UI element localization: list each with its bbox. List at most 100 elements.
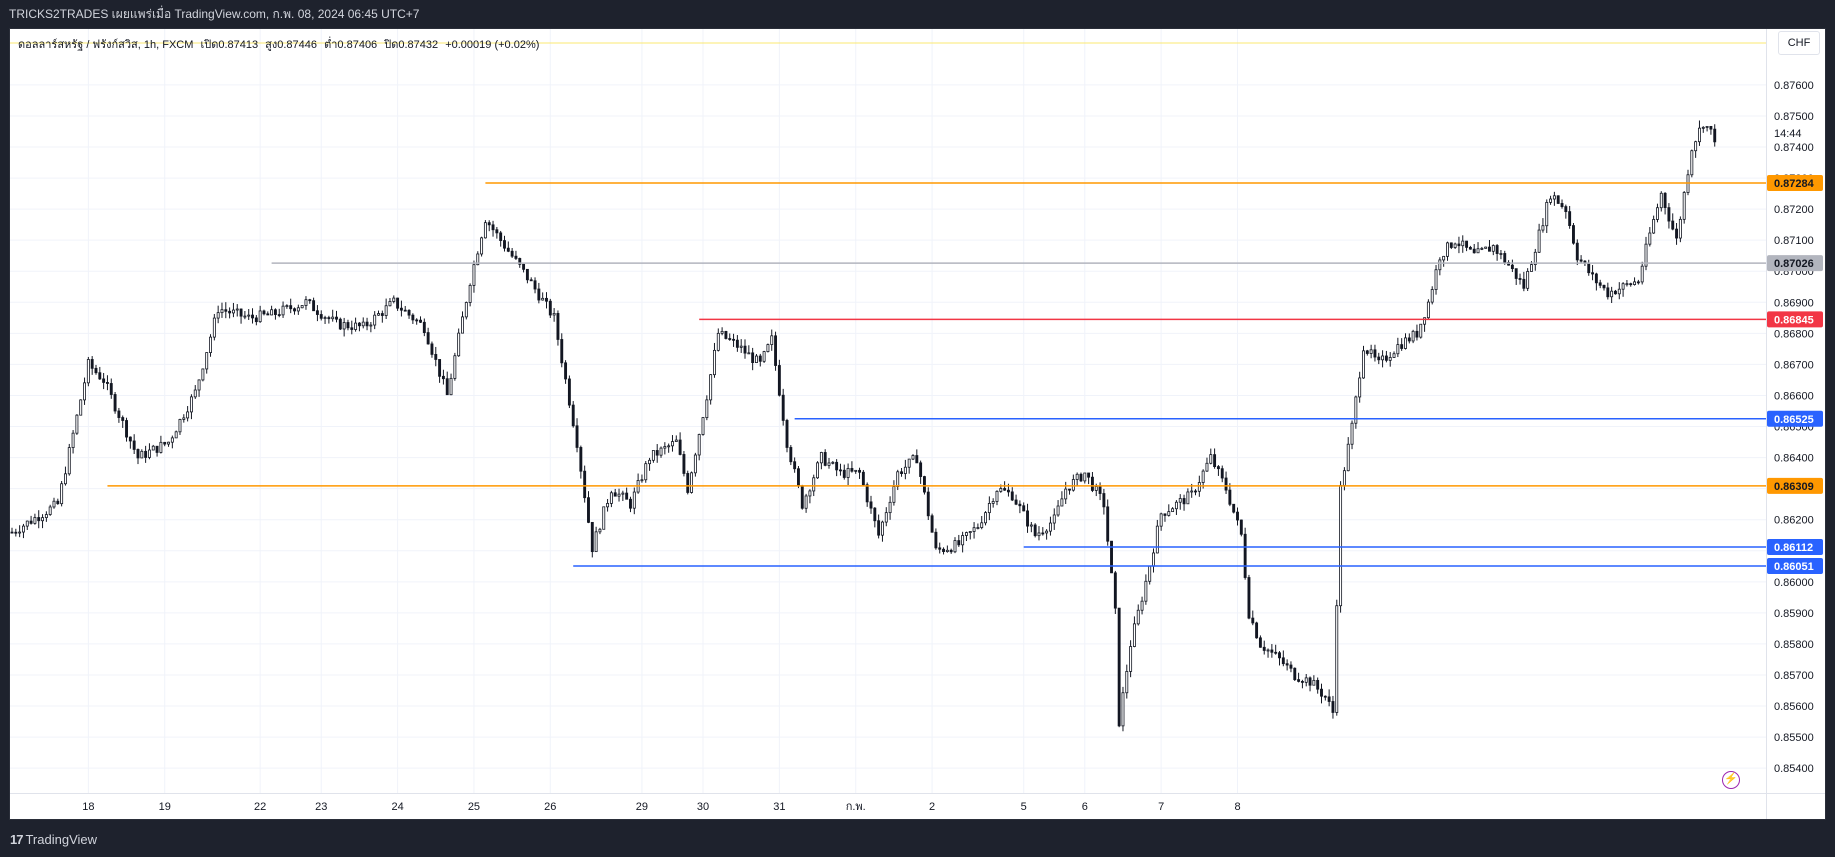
candle-body [697,434,701,456]
candle-body [816,462,820,479]
candle-body [174,431,178,439]
chart-frame[interactable]: 0.876000.875000.874000.873000.872000.871… [9,28,1826,820]
candle-body [873,507,877,522]
candle-body [705,399,709,419]
candle-body [793,461,797,470]
candle-body [587,497,590,523]
candle-body [720,330,724,334]
price-tick-label: 0.85600 [1774,701,1814,713]
candle-body [1304,677,1308,683]
candle-body [327,317,331,320]
candle-body [1003,488,1007,491]
price-tick-label: 0.86700 [1774,359,1814,371]
time-tick-label: 6 [1082,801,1088,813]
candle-body [1247,577,1251,619]
candle-body [999,488,1003,492]
level-price-badge [1767,175,1823,192]
candle-body [1381,355,1385,361]
candle-body [1201,470,1205,483]
candlestick-chart[interactable]: 0.876000.875000.874000.873000.872000.871… [10,29,1825,819]
candle-body [1530,264,1533,272]
candle-body [1281,657,1285,665]
time-tick-label: 26 [544,801,556,813]
candle-body [1625,283,1629,286]
candle-body [583,470,587,499]
candle-body [1713,128,1717,143]
candle-body [1598,282,1602,286]
tradingview-logo[interactable]: 17 TradingView [10,831,97,847]
candle-body [491,224,495,231]
candle-body [1045,530,1049,534]
candle-body [1495,245,1499,254]
candle-body [216,312,220,319]
candle-body [968,531,972,533]
candle-body [552,313,556,316]
candle-body [262,310,266,315]
candle-body [839,469,842,472]
candle-body [690,472,694,493]
candle-body [1323,695,1327,698]
candle-body [1346,443,1350,472]
candle-body [1312,679,1316,686]
candle-body [128,436,132,442]
candle-body [121,417,125,421]
candle-body [934,531,938,549]
candle-body [323,317,327,319]
candle-body [56,500,60,505]
candle-body [911,455,915,460]
candle-body [1461,240,1465,247]
candle-body [1537,229,1541,253]
candle-body [984,512,987,524]
candle-body [1617,288,1621,295]
candle-body [1190,490,1194,493]
candle-body [713,349,716,376]
candle-body [1228,489,1232,505]
candle-body [10,531,14,534]
candle-body [1488,246,1491,252]
candle-body [1205,462,1209,472]
candle-body [510,250,514,257]
candle-body [461,316,464,334]
candle-body [632,491,636,509]
candle-body [170,437,174,443]
candle-body [1220,468,1224,479]
candle-body [136,449,140,459]
candle-body [499,232,503,241]
candle-body [48,506,52,515]
candle-body [33,517,37,524]
currency-button[interactable]: CHF [1778,31,1820,55]
level-price-badge [1767,477,1823,494]
lightning-icon[interactable]: ⚡ [1722,771,1740,789]
candle-body [1709,126,1713,130]
candle-body [1186,491,1190,505]
candle-body [758,355,762,362]
candle-body [1518,278,1522,280]
candle-body [441,375,445,380]
candle-body [315,310,319,315]
candle-body [1621,283,1625,290]
candle-body [1587,262,1591,274]
candle-body [877,520,881,536]
candle-body [1079,473,1083,482]
time-tick-label: 18 [82,801,94,813]
candle-body [105,382,109,384]
price-tick-label: 0.86200 [1774,515,1814,527]
candle-body [1316,679,1320,690]
candle-body [144,450,148,458]
candle-body [147,449,151,458]
candle-body [453,355,457,379]
candle-body [1308,677,1312,686]
candle-body [1094,486,1098,491]
tradingview-logo-icon: 17 [10,831,24,847]
candle-body [83,382,86,401]
candle-body [304,299,308,306]
candle-body [1426,301,1430,319]
candle-body [1087,472,1091,478]
candle-body [785,420,789,448]
time-tick-label: 2 [929,801,935,813]
candle-body [1480,247,1484,250]
level-price-label: 0.86309 [1774,481,1814,493]
price-tick-label: 0.85700 [1774,670,1814,682]
candle-body [1113,572,1117,609]
candle-body [919,462,923,477]
